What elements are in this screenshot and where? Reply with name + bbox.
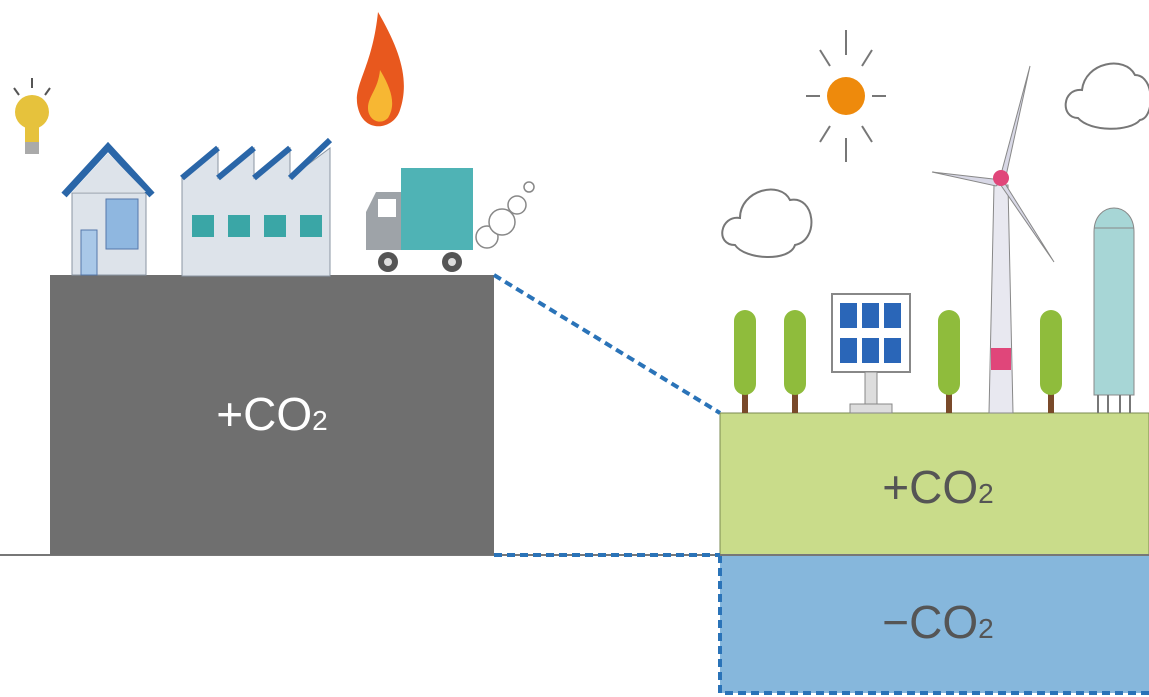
flame-icon xyxy=(357,12,404,126)
block-label: +CO2 xyxy=(882,461,993,513)
solar-panel-icon xyxy=(832,294,910,413)
block-label: +CO2 xyxy=(216,388,327,440)
sun-icon xyxy=(806,30,886,162)
bulb-icon xyxy=(14,78,50,154)
dashed-line xyxy=(494,275,720,413)
house-icon xyxy=(64,147,152,275)
truck-icon xyxy=(366,168,534,272)
cloud-icon xyxy=(722,64,1149,257)
silo-icon xyxy=(1094,208,1134,413)
label-text: −CO xyxy=(882,596,978,648)
factory-icon xyxy=(182,140,330,276)
label-sub: 2 xyxy=(978,478,994,509)
block-label: −CO2 xyxy=(882,596,993,648)
label-text: +CO xyxy=(882,461,978,513)
diagram: +CO2 +CO2 −CO2 xyxy=(0,0,1149,697)
label-sub: 2 xyxy=(978,613,994,644)
label-sub: 2 xyxy=(312,405,328,436)
label-text: +CO xyxy=(216,388,312,440)
